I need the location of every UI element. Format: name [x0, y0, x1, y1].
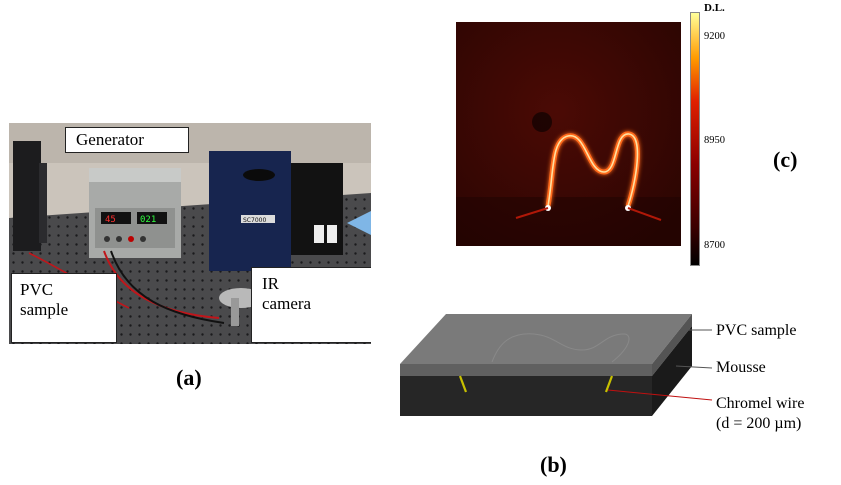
sample-schematic: [400, 314, 713, 416]
caption-a: (a): [176, 365, 202, 390]
thermal-image: [456, 22, 681, 246]
generator-display-left: 45: [105, 215, 116, 225]
colorbar-tick-8700: 8700: [704, 240, 725, 251]
camera-brand-label: SC7000: [243, 217, 266, 224]
pvc-sample-callout: PVC sample: [11, 273, 117, 343]
lab-photo-drawing: 45 021 SC7000: [9, 123, 371, 344]
label-chromel-wire: Chromel wire: [716, 395, 805, 412]
ir-camera-callout: IR camera: [251, 267, 371, 343]
label-mousse: Mousse: [716, 359, 766, 376]
generator-display-right: 021: [140, 215, 156, 225]
generator-callout: Generator: [65, 127, 189, 153]
caption-c: (c): [773, 147, 798, 172]
lab-setup-photo: 45 021 SC7000 Generator PVC sample IR ca…: [9, 123, 371, 344]
label-wire-diameter: (d = 200 µm): [716, 415, 802, 432]
colorbar: [690, 12, 700, 266]
colorbar-tick-8950: 8950: [704, 135, 725, 146]
colorbar-title: D.L.: [704, 2, 725, 14]
mousse-front-face: [400, 376, 652, 416]
caption-b: (b): [540, 452, 567, 477]
colorbar-tick-9200: 9200: [704, 31, 725, 42]
label-pvc-sample: PVC sample: [716, 322, 797, 339]
pvc-top-face: [400, 314, 692, 364]
